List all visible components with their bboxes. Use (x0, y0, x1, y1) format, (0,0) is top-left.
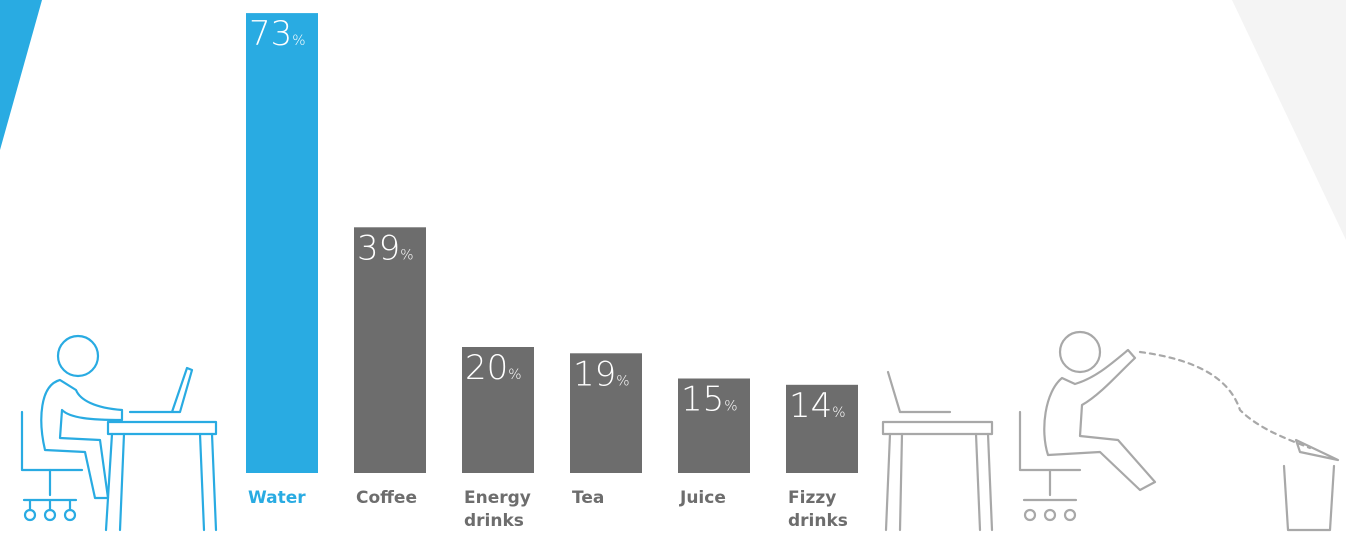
value-number: 15 (681, 380, 724, 420)
decor-left (0, 0, 42, 150)
person-at-desk-icon (20, 334, 218, 532)
value-number: 39 (357, 228, 400, 268)
value-number: 19 (573, 354, 616, 394)
value-unit: % (832, 405, 845, 421)
category-line: Water (248, 488, 306, 508)
category-line: drinks (464, 511, 524, 531)
bar (786, 384, 858, 473)
category-line: drinks (788, 511, 848, 531)
empty-desk-icon (881, 370, 994, 532)
value-label: 15% (681, 380, 738, 420)
category-label: Energy drinks (464, 488, 531, 531)
value-label: 19% (573, 354, 630, 394)
value-label: 73% (249, 14, 306, 54)
category-line: Energy (464, 488, 531, 508)
bar (462, 347, 534, 473)
category-label: Coffee (356, 488, 417, 508)
category-label: Water (248, 488, 306, 508)
category-label: Fizzy drinks (788, 488, 848, 531)
value-number: 20 (465, 348, 508, 388)
value-unit: % (400, 247, 413, 263)
bar (354, 227, 426, 473)
value-label: 14% (789, 386, 846, 426)
decor-right (1232, 0, 1346, 240)
value-unit: % (508, 367, 521, 383)
value-label: 39% (357, 228, 414, 268)
value-unit: % (292, 33, 305, 49)
value-number: 73 (249, 14, 292, 54)
bar (246, 13, 318, 473)
category-label: Tea (572, 488, 604, 508)
bar (570, 353, 642, 473)
value-number: 14 (789, 386, 832, 426)
category-line: Juice (679, 488, 726, 508)
value-unit: % (616, 373, 629, 389)
category-line: Tea (572, 488, 604, 508)
value-unit: % (724, 399, 737, 415)
category-line: Coffee (356, 488, 417, 508)
throwing-person-icon (1018, 330, 1340, 532)
category-label: Juice (679, 488, 726, 508)
category-line: Fizzy (788, 488, 836, 508)
bar (678, 378, 750, 473)
value-label: 20% (465, 348, 522, 388)
